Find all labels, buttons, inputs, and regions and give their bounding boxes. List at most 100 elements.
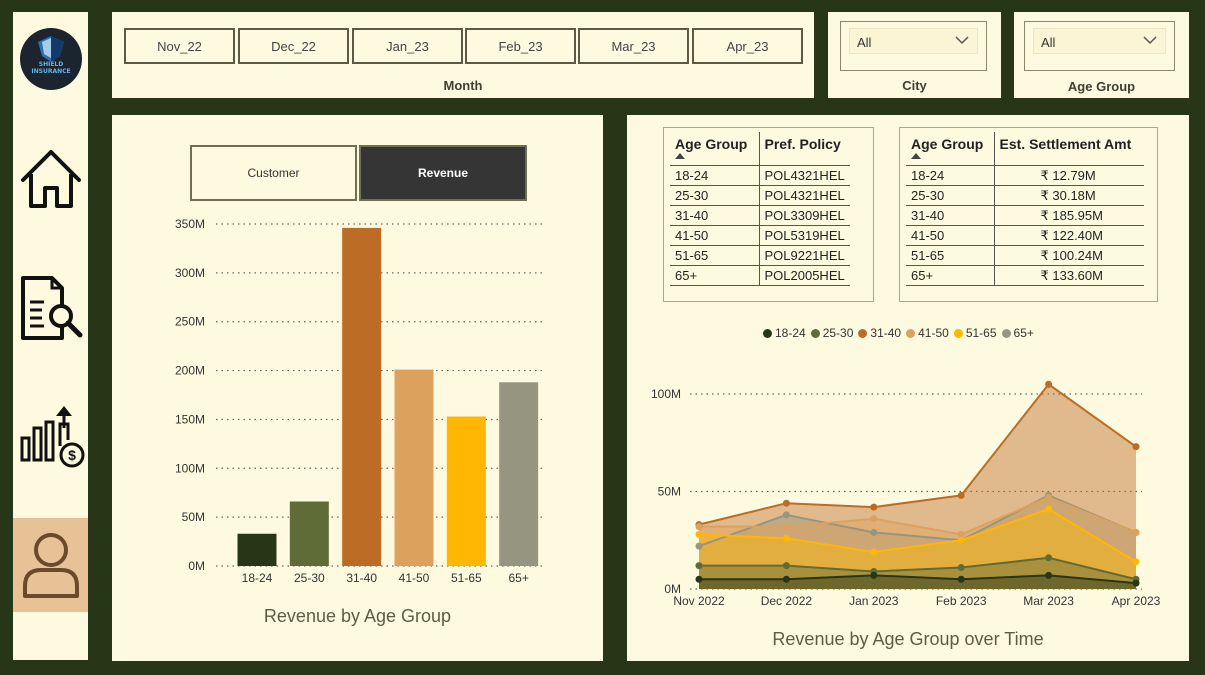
table-row: 31-40 POL3309HEL	[670, 205, 850, 226]
legend-dot	[858, 328, 868, 338]
area-65+	[699, 495, 1136, 589]
point-41-50[interactable]	[1132, 528, 1140, 536]
line-25-30[interactable]	[699, 556, 1137, 581]
revenue-toggle-button[interactable]: Revenue	[359, 145, 527, 201]
point-18-24[interactable]	[870, 571, 878, 579]
legend-item-41-50[interactable]: 41-50	[906, 326, 949, 340]
y-tick-label: 150M	[175, 412, 205, 426]
y-tick-label: 50M	[658, 485, 681, 499]
legend-dot	[810, 328, 820, 338]
month-option[interactable]: Apr_23	[692, 28, 803, 64]
point-65+[interactable]	[782, 511, 790, 519]
bar-25-30[interactable]	[289, 501, 329, 566]
line-51-65[interactable]	[698, 507, 1137, 563]
table-header-pref-policy[interactable]: Pref. Policy	[758, 132, 850, 166]
month-option[interactable]: Mar_23	[578, 28, 689, 64]
city-dropdown-value: All	[857, 35, 872, 50]
table-header-settlement-amt[interactable]: Est. Settlement Amt	[993, 132, 1144, 166]
city-dropdown[interactable]: All	[840, 21, 987, 71]
bar-31-40[interactable]	[342, 227, 382, 566]
point-51-65[interactable]	[1132, 558, 1140, 566]
table-row: 18-24 ₹ 12.79M	[906, 165, 1144, 186]
month-option[interactable]: Nov_22	[124, 28, 235, 64]
x-tick-label: 18-24	[242, 571, 273, 585]
legend-item-25-30[interactable]: 25-30	[810, 326, 853, 340]
y-tick-label: 250M	[175, 315, 205, 329]
point-25-30[interactable]	[695, 562, 703, 570]
point-51-65[interactable]	[782, 534, 790, 542]
point-65+[interactable]	[695, 542, 703, 550]
point-31-40[interactable]	[1045, 380, 1053, 388]
bar-65+[interactable]	[499, 382, 539, 566]
settlement-table: Age Group Est. Settlement Amt 18-24 ₹ 12.…	[906, 132, 1144, 286]
line-41-50[interactable]	[699, 496, 1137, 536]
age-group-dropdown[interactable]: All	[1024, 21, 1175, 71]
svg-text:$: $	[68, 447, 76, 463]
customer-toggle-button[interactable]: Customer	[190, 145, 357, 201]
point-51-65[interactable]	[1045, 505, 1053, 513]
line-18-24[interactable]	[699, 574, 1137, 585]
point-51-65[interactable]	[870, 548, 878, 556]
month-option[interactable]: Feb_23	[465, 28, 576, 64]
nav-revenue[interactable]: $	[16, 402, 86, 474]
x-tick-label: Feb 2023	[936, 594, 987, 608]
month-slicer: Nov_22 Dec_22 Jan_23 Feb_23 Mar_23 Apr_2…	[112, 12, 814, 98]
x-tick-label: Nov 2022	[673, 594, 725, 608]
line-65+[interactable]	[698, 494, 1137, 548]
point-51-65[interactable]	[695, 530, 703, 538]
point-31-40[interactable]	[782, 499, 790, 507]
point-31-40[interactable]	[870, 503, 878, 511]
x-tick-label: Jan 2023	[849, 594, 899, 608]
point-18-24[interactable]	[1045, 571, 1053, 579]
sort-ascending-icon	[675, 153, 685, 159]
y-tick-label: 100M	[651, 387, 681, 401]
nav-home[interactable]	[16, 144, 86, 216]
point-31-40[interactable]	[957, 491, 965, 499]
x-tick-label: 65+	[508, 571, 528, 585]
table-row: 65+ ₹ 133.60M	[906, 265, 1144, 286]
report-search-icon	[21, 276, 83, 340]
point-25-30[interactable]	[782, 562, 790, 570]
month-slicer-label: Month	[443, 78, 483, 93]
month-option[interactable]: Jan_23	[352, 28, 463, 64]
point-18-24[interactable]	[695, 575, 703, 583]
x-tick-label: Apr 2023	[1112, 594, 1161, 608]
bar-51-65[interactable]	[446, 416, 486, 566]
point-41-50[interactable]	[782, 523, 790, 531]
point-25-30[interactable]	[1045, 554, 1053, 562]
point-41-50[interactable]	[695, 523, 703, 531]
x-tick-label: 25-30	[294, 571, 325, 585]
point-51-65[interactable]	[957, 536, 965, 544]
point-31-40[interactable]	[1132, 443, 1140, 451]
month-option[interactable]: Dec_22	[238, 28, 349, 64]
point-25-30[interactable]	[957, 564, 965, 572]
bar-41-50[interactable]	[394, 369, 434, 566]
x-tick-label: 51-65	[451, 571, 482, 585]
point-18-24[interactable]	[1132, 579, 1140, 587]
point-41-50[interactable]	[1045, 493, 1053, 501]
y-tick-label: 0M	[188, 559, 205, 573]
point-65+[interactable]	[870, 528, 878, 536]
bar-18-24[interactable]	[237, 533, 277, 566]
point-41-50[interactable]	[957, 530, 965, 538]
legend-item-18-24[interactable]: 18-24	[763, 326, 806, 340]
settlement-table-box: Age Group Est. Settlement Amt 18-24 ₹ 12.…	[899, 127, 1158, 302]
point-41-50[interactable]	[870, 515, 878, 523]
table-row: 25-30 ₹ 30.18M	[906, 185, 1144, 206]
line-31-40[interactable]	[698, 382, 1137, 526]
table-header-age-group[interactable]: Age Group	[906, 132, 994, 166]
point-18-24[interactable]	[957, 575, 965, 583]
legend-label: 65+	[1013, 326, 1034, 340]
table-row: 41-50 POL5319HEL	[670, 225, 850, 246]
y-tick-label: 350M	[175, 217, 205, 231]
table-header-age-group[interactable]: Age Group	[670, 132, 759, 166]
table-row: 41-50 ₹ 122.40M	[906, 225, 1144, 246]
legend-item-65+[interactable]: 65+	[1001, 326, 1034, 340]
area-31-40	[699, 384, 1136, 589]
legend-item-31-40[interactable]: 31-40	[858, 326, 901, 340]
age-group-slicer-label: Age Group	[1067, 79, 1136, 94]
legend-item-51-65[interactable]: 51-65	[953, 326, 997, 340]
point-18-24[interactable]	[782, 575, 790, 583]
nav-reports[interactable]	[16, 272, 86, 344]
nav-customers[interactable]	[13, 518, 88, 612]
